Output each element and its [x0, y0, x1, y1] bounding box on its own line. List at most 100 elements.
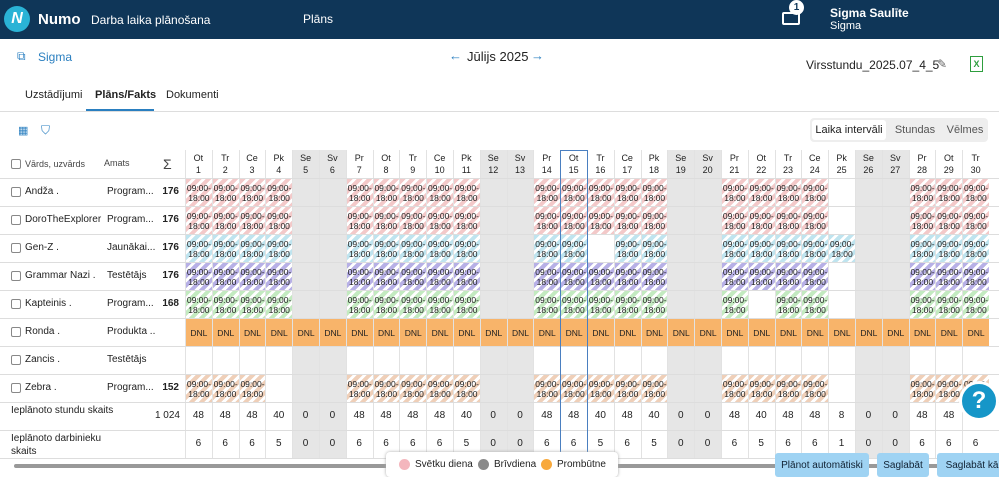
- shift-cell[interactable]: DNL: [775, 319, 802, 346]
- shift-cell[interactable]: 09:00-18:00: [454, 207, 480, 234]
- shift-cell[interactable]: 09:00-18:00: [239, 291, 266, 318]
- shift-cell[interactable]: 09:00-18:00: [561, 207, 587, 234]
- button[interactable]: Saglabāt: [877, 453, 929, 477]
- shift-cell[interactable]: 09:00-18:00: [748, 179, 775, 206]
- shift-cell[interactable]: 09:00-18:00: [936, 235, 963, 262]
- shift-cell[interactable]: 09:00-18:00: [936, 375, 963, 402]
- shift-cell[interactable]: 09:00-18:00: [909, 263, 936, 290]
- shift-cell[interactable]: DNL: [186, 319, 212, 346]
- shift-cell[interactable]: 09:00-18:00: [614, 263, 641, 290]
- shift-cell[interactable]: DNL: [507, 319, 534, 346]
- col-header[interactable]: Amats: [104, 158, 130, 168]
- shift-cell[interactable]: 09:00-18:00: [909, 375, 936, 402]
- shift-cell[interactable]: 09:00-18:00: [373, 179, 400, 206]
- shift-cell[interactable]: 09:00-18:00: [454, 263, 480, 290]
- shift-cell[interactable]: 09:00-18:00: [400, 263, 427, 290]
- shift-cell[interactable]: 09:00-18:00: [775, 207, 802, 234]
- checkbox[interactable]: [11, 271, 21, 281]
- edit-icon[interactable]: ✎: [937, 57, 948, 71]
- filter-icon[interactable]: ⛉: [41, 123, 51, 137]
- shift-cell[interactable]: 09:00-18:00: [427, 179, 453, 206]
- checkbox[interactable]: [11, 299, 21, 309]
- shift-cell[interactable]: 09:00-18:00: [454, 179, 480, 206]
- button[interactable]: Saglabāt kā: [937, 453, 999, 477]
- shift-cell[interactable]: 09:00-18:00: [534, 235, 561, 262]
- shift-cell[interactable]: 09:00-18:00: [748, 263, 775, 290]
- shift-cell[interactable]: 09:00-18:00: [561, 235, 587, 262]
- tab[interactable]: Plāns/Fakts: [95, 89, 157, 101]
- shift-cell[interactable]: 09:00-18:00: [775, 291, 802, 318]
- shift-cell[interactable]: 09:00-18:00: [829, 235, 855, 262]
- shift-cell[interactable]: 09:00-18:00: [427, 263, 453, 290]
- shift-cell[interactable]: 09:00-18:00: [454, 235, 480, 262]
- shift-cell[interactable]: 09:00-18:00: [266, 263, 293, 290]
- shift-cell[interactable]: 09:00-18:00: [373, 291, 400, 318]
- shift-cell[interactable]: 09:00-18:00: [722, 291, 748, 318]
- shift-cell[interactable]: DNL: [212, 319, 239, 346]
- shift-cell[interactable]: 09:00-18:00: [641, 207, 668, 234]
- shift-cell[interactable]: 09:00-18:00: [400, 179, 427, 206]
- shift-cell[interactable]: 09:00-18:00: [802, 179, 829, 206]
- shift-cell[interactable]: 09:00-18:00: [963, 291, 989, 318]
- shift-cell[interactable]: 09:00-18:00: [802, 235, 829, 262]
- shift-cell[interactable]: 09:00-18:00: [722, 207, 748, 234]
- shift-cell[interactable]: 09:00-18:00: [561, 375, 587, 402]
- shift-cell[interactable]: 09:00-18:00: [963, 235, 989, 262]
- shift-cell[interactable]: 09:00-18:00: [266, 235, 293, 262]
- shift-cell[interactable]: 09:00-18:00: [641, 235, 668, 262]
- shift-cell[interactable]: 09:00-18:00: [775, 263, 802, 290]
- shift-cell[interactable]: 09:00-18:00: [963, 179, 989, 206]
- org-link[interactable]: Sigma: [38, 50, 73, 64]
- checkbox[interactable]: [11, 159, 21, 169]
- shift-cell[interactable]: 09:00-18:00: [534, 263, 561, 290]
- shift-cell[interactable]: DNL: [427, 319, 453, 346]
- checkbox[interactable]: [11, 215, 21, 225]
- employee-name[interactable]: Zancis .: [25, 354, 61, 365]
- shift-cell[interactable]: DNL: [454, 319, 480, 346]
- shift-cell[interactable]: 09:00-18:00: [534, 375, 561, 402]
- shift-cell[interactable]: 09:00-18:00: [936, 207, 963, 234]
- shift-cell[interactable]: DNL: [346, 319, 373, 346]
- employee-name[interactable]: Andža .: [25, 186, 59, 197]
- shift-cell[interactable]: 09:00-18:00: [561, 291, 587, 318]
- employee-name[interactable]: Grammar Nazi .: [25, 270, 96, 281]
- shift-cell[interactable]: 09:00-18:00: [614, 291, 641, 318]
- shift-cell[interactable]: 09:00-18:00: [802, 291, 829, 318]
- shift-cell[interactable]: DNL: [534, 319, 561, 346]
- prev-month[interactable]: ←: [449, 48, 462, 63]
- shift-cell[interactable]: 09:00-18:00: [722, 179, 748, 206]
- shift-cell[interactable]: 09:00-18:00: [400, 235, 427, 262]
- shift-cell[interactable]: 09:00-18:00: [936, 291, 963, 318]
- shift-cell[interactable]: 09:00-18:00: [373, 207, 400, 234]
- shift-cell[interactable]: 09:00-18:00: [588, 207, 614, 234]
- shift-cell[interactable]: DNL: [561, 319, 587, 346]
- shift-cell[interactable]: 09:00-18:00: [588, 179, 614, 206]
- shift-cell[interactable]: 09:00-18:00: [373, 375, 400, 402]
- shift-cell[interactable]: 09:00-18:00: [802, 207, 829, 234]
- shift-cell[interactable]: 09:00-18:00: [266, 207, 293, 234]
- shift-cell[interactable]: 09:00-18:00: [346, 207, 373, 234]
- shift-cell[interactable]: 09:00-18:00: [641, 375, 668, 402]
- shift-cell[interactable]: 09:00-18:00: [909, 207, 936, 234]
- shift-cell[interactable]: 09:00-18:00: [266, 291, 293, 318]
- shift-cell[interactable]: 09:00-18:00: [936, 179, 963, 206]
- shift-cell[interactable]: DNL: [856, 319, 882, 346]
- shift-cell[interactable]: DNL: [882, 319, 909, 346]
- shift-cell[interactable]: 09:00-18:00: [748, 235, 775, 262]
- checkbox[interactable]: [11, 383, 21, 393]
- shift-cell[interactable]: 09:00-18:00: [454, 375, 480, 402]
- logo[interactable]: Numo: [38, 11, 81, 28]
- shift-cell[interactable]: 09:00-18:00: [748, 375, 775, 402]
- shift-cell[interactable]: 09:00-18:00: [373, 235, 400, 262]
- button[interactable]: Plānot automātiski: [775, 453, 869, 477]
- shift-cell[interactable]: 09:00-18:00: [909, 235, 936, 262]
- columns-icon[interactable]: ▦: [18, 125, 29, 137]
- excel-icon[interactable]: X: [970, 56, 983, 72]
- view-option[interactable]: Laika intervāli: [812, 120, 886, 140]
- shift-cell[interactable]: 09:00-18:00: [614, 207, 641, 234]
- col-header[interactable]: Vārds, uzvārds: [25, 159, 86, 169]
- shift-cell[interactable]: 09:00-18:00: [775, 179, 802, 206]
- shift-cell[interactable]: 09:00-18:00: [454, 291, 480, 318]
- view-option[interactable]: Stundas: [894, 124, 936, 136]
- shift-cell[interactable]: 09:00-18:00: [802, 263, 829, 290]
